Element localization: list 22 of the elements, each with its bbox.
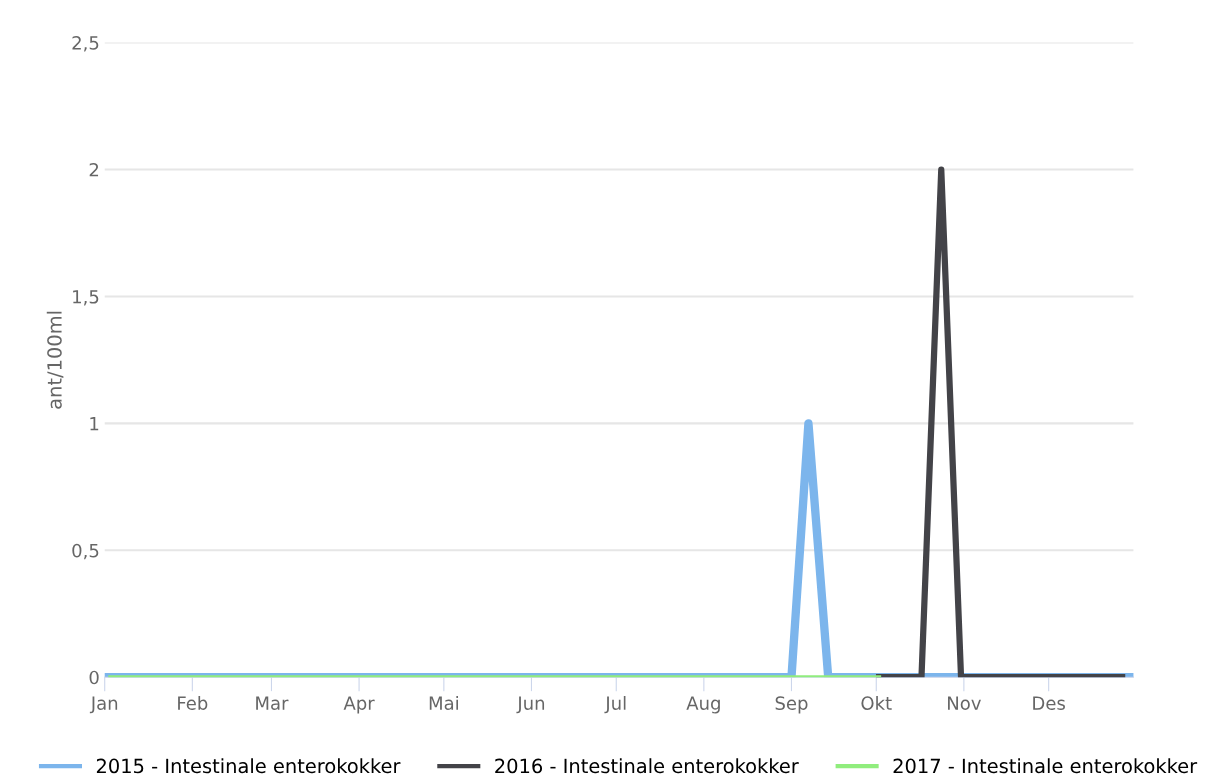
legend-label: 2017 - Intestinale enterokokker <box>893 758 1198 774</box>
y-tick-label: 2 <box>89 162 99 177</box>
x-tick-label: Feb <box>178 696 208 710</box>
x-tick-label: Jan <box>89 696 118 714</box>
x-tick-label: Sep <box>775 696 808 714</box>
legend-label: 2015 - Intestinale enterokokker <box>96 758 401 774</box>
y-axis-title: ant/100ml <box>46 311 64 409</box>
y-tick-label: 1 <box>90 417 99 431</box>
x-tick-label: Jul <box>604 696 626 714</box>
x-tick-label: Jun <box>516 696 545 714</box>
y-tick-label: 0,5 <box>72 543 99 560</box>
x-tick-label: Okt <box>861 696 892 710</box>
y-tick-label: 2,5 <box>72 36 99 52</box>
x-tick-label: Mar <box>256 696 289 710</box>
legend-label: 2016 - Intestinale enterokokker <box>495 758 799 774</box>
x-tick-label: Apr <box>343 696 375 714</box>
y-tick-label: 1,5 <box>73 290 99 306</box>
x-tick-label: Aug <box>686 696 720 714</box>
x-tick-label: Des <box>1033 696 1065 710</box>
x-tick-label: Mai <box>429 696 458 710</box>
y-tick-label: 0 <box>89 670 99 685</box>
x-tick-label: Nov <box>948 696 981 710</box>
